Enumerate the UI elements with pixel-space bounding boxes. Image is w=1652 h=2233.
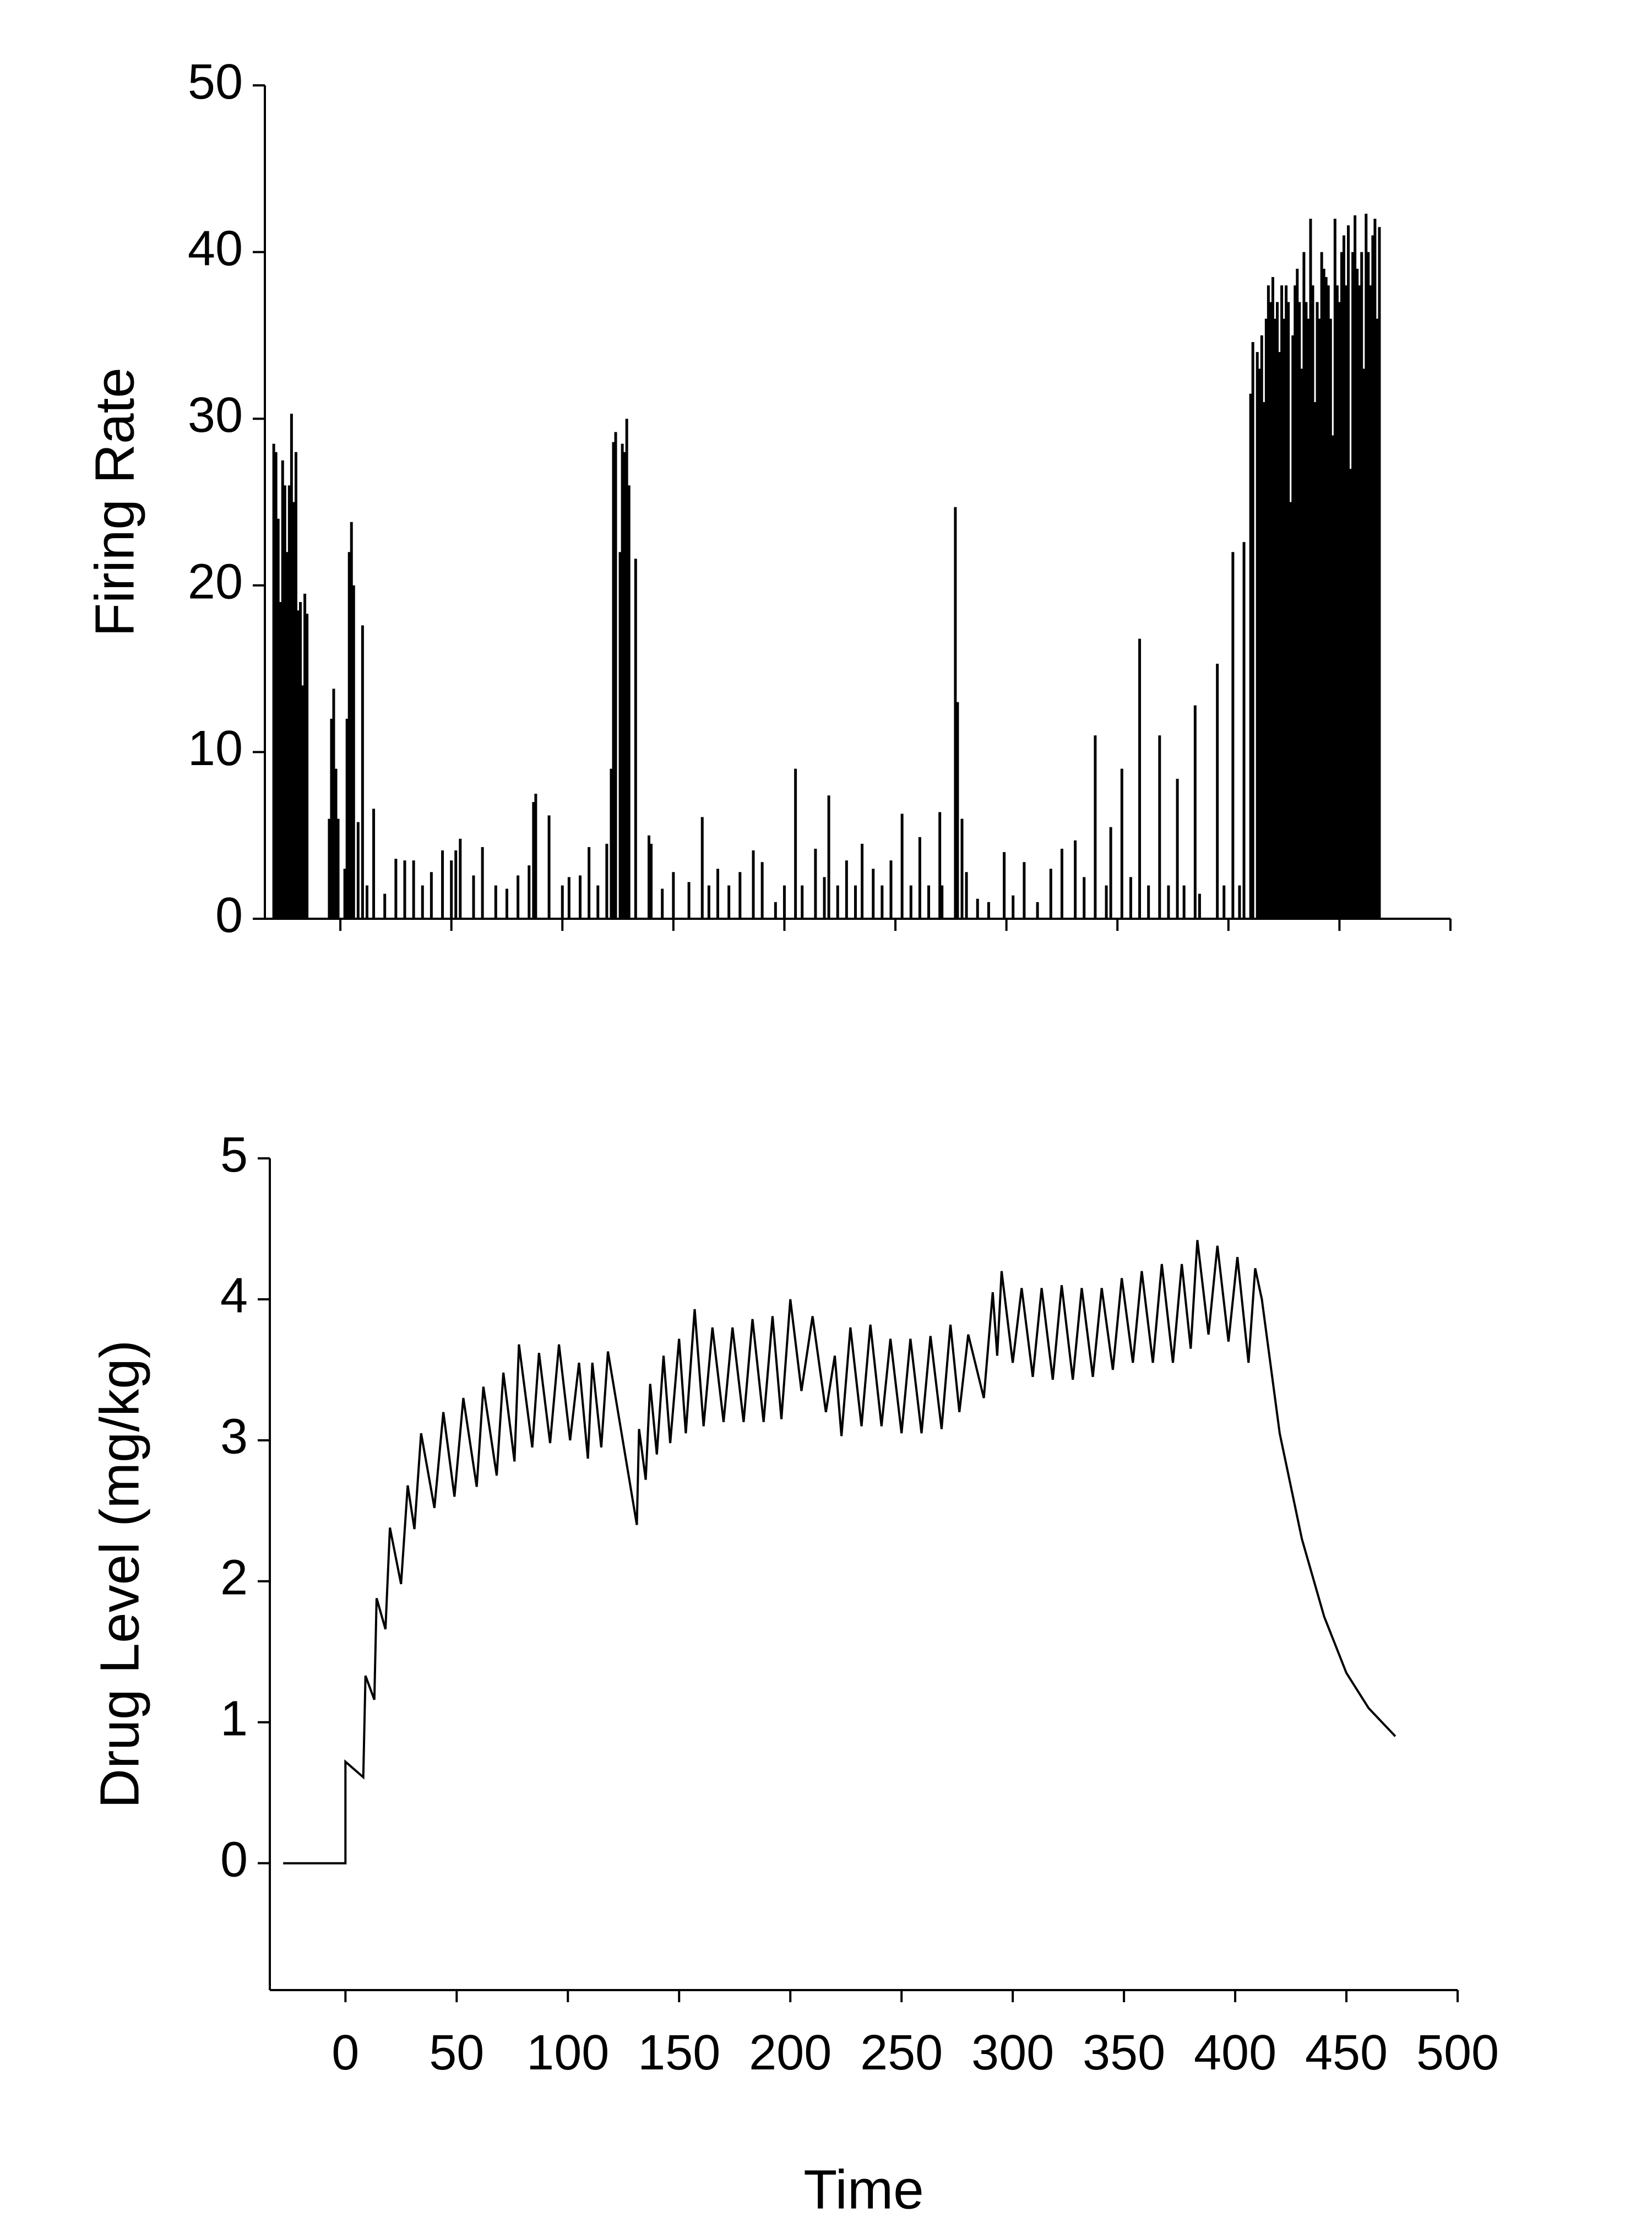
y-tick-label: 3	[220, 1410, 248, 1465]
x-tick-label: 350	[1083, 2025, 1165, 2080]
x-tick-label: 100	[526, 2025, 609, 2080]
y-tick-label: 0	[215, 888, 243, 943]
y-tick-label: 2	[220, 1551, 248, 1606]
y-tick-label: 50	[188, 55, 243, 110]
x-tick-label: 500	[1416, 2025, 1499, 2080]
x-tick-label: 200	[749, 2025, 832, 2080]
y-tick-label: 4	[220, 1269, 248, 1324]
x-tick-label: 50	[429, 2025, 484, 2080]
y-tick-label: 30	[188, 388, 243, 443]
x-tick-label: 250	[860, 2025, 943, 2080]
drug-level-line	[283, 1240, 1396, 1865]
y-axis-title: Drug Level (mg/kg)	[89, 1340, 150, 1808]
y-tick-label: 1	[220, 1692, 248, 1747]
x-tick-label: 450	[1305, 2025, 1388, 2080]
y-tick-label: 10	[188, 721, 243, 776]
x-axis-title: Time	[803, 2159, 924, 2220]
y-tick-label: 5	[220, 1128, 248, 1183]
x-tick-label: 300	[971, 2025, 1054, 2080]
x-tick-label: 0	[332, 2025, 359, 2080]
x-tick-label: 150	[638, 2025, 720, 2080]
x-tick-label: 400	[1194, 2025, 1276, 2080]
y-tick-label: 20	[188, 555, 243, 610]
y-tick-label: 40	[188, 221, 243, 276]
y-tick-label: 0	[220, 1832, 248, 1887]
y-axis-title: Firing Rate	[84, 367, 145, 637]
